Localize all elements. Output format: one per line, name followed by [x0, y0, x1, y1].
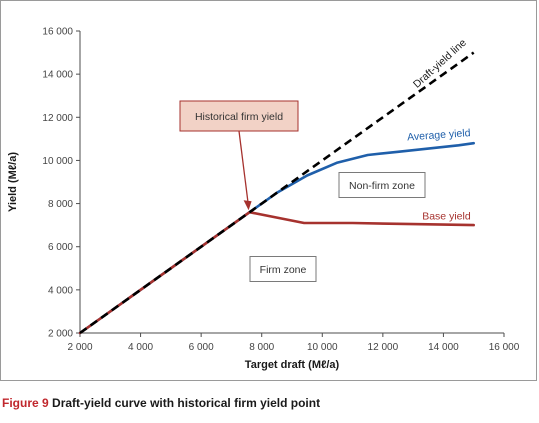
firm-zone-box: [249, 256, 317, 282]
x-tick-label: 2 000: [67, 342, 92, 353]
base-yield-label: Base yield: [422, 210, 471, 222]
figure-frame: [0, 0, 537, 381]
non-firm-zone-label: Non-firm zone: [349, 180, 415, 192]
historical-firm-yield-box: [179, 100, 299, 132]
x-tick-label: 12 000: [368, 342, 399, 353]
x-tick-label: 14 000: [428, 342, 459, 353]
series-layer: [78, 51, 476, 335]
x-tick-label: 6 000: [189, 342, 214, 353]
axes: 2 000 4 000 6 000 8 000 10 000 12 000 14 000 16…: [7, 27, 520, 372]
historical-firm-yield-arrowhead: [243, 200, 252, 211]
x-tick-label: 10 000: [307, 342, 338, 353]
y-tick-label: 12 000: [42, 113, 73, 124]
figure-label: Figure 9: [2, 396, 49, 410]
y-axis-label: Yield (Mℓ/a): [7, 152, 19, 212]
historical-firm-yield-arrow: [238, 130, 249, 204]
figure-caption: Figure 9 Draft-yield curve with historic…: [2, 396, 320, 410]
y-tick-label: 4 000: [48, 285, 73, 296]
draft-yield-line-label: Draft-yield line: [411, 37, 469, 91]
y-tick-label: 2 000: [48, 329, 73, 340]
x-axis-label: Target draft (Mℓ/a): [245, 359, 340, 371]
x-tick-label: 4 000: [128, 342, 153, 353]
average-yield-label: Average yield: [407, 127, 471, 143]
y-tick-label: 16 000: [42, 27, 73, 38]
y-tick-label: 10 000: [42, 156, 73, 167]
y-tick-label: 8 000: [48, 199, 73, 210]
y-tick-label: 14 000: [42, 70, 73, 81]
firm-zone-label: Firm zone: [260, 264, 307, 276]
x-tick-label: 16 000: [489, 342, 520, 353]
figure-caption-text: Draft-yield curve with historical firm y…: [52, 396, 321, 410]
non-firm-zone-box: [338, 172, 426, 198]
series-draft-yield-line: [79, 51, 475, 335]
historical-firm-yield-label: Historical firm yield: [195, 111, 283, 123]
series-average-yield: [78, 141, 476, 335]
y-tick-label: 6 000: [48, 242, 73, 253]
x-tick-label: 8 000: [249, 342, 274, 353]
